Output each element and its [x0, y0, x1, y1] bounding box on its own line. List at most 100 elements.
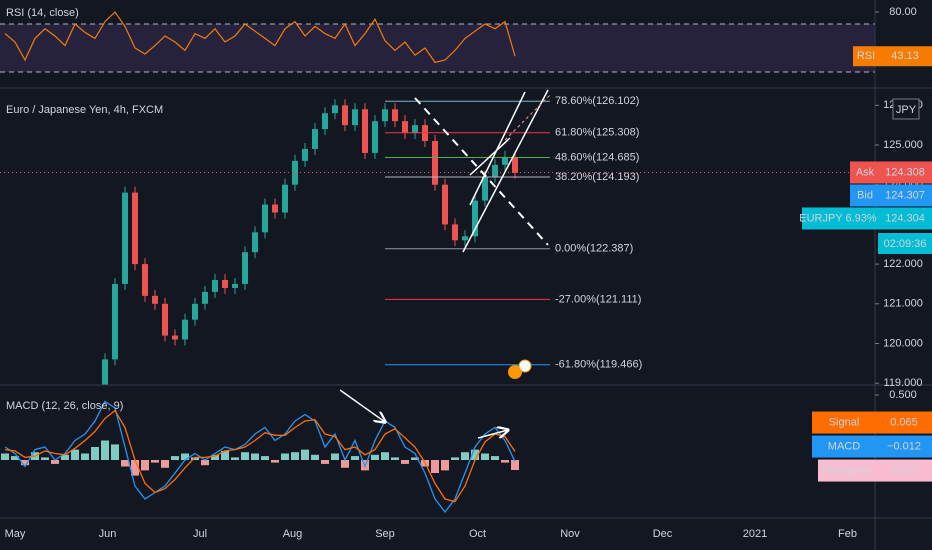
price-box-name: Ask	[856, 166, 875, 178]
price-tick-label: 122.000	[883, 258, 923, 270]
histogram-bar	[281, 453, 289, 460]
time-label: Jul	[193, 528, 207, 540]
histogram-bar	[101, 440, 109, 460]
channel-line	[462, 89, 549, 253]
histogram-bar	[271, 460, 279, 463]
countdown-box	[878, 233, 932, 254]
symbol-title: Euro / Japanese Yen, 4h, FXCM	[6, 104, 163, 116]
time-label: Jun	[99, 528, 117, 540]
indicator-box	[812, 435, 932, 458]
candle	[252, 232, 258, 253]
histogram-bar	[451, 457, 459, 460]
time-label: 2021	[743, 528, 767, 540]
fib-label: -61.80%(119.466)	[555, 359, 642, 371]
indicator-name: MACD	[828, 440, 860, 452]
candle	[232, 283, 238, 288]
pane	[1, 400, 519, 514]
currency[interactable]: JPY	[896, 104, 917, 116]
fib-label: 61.80%(125.308)	[555, 127, 639, 139]
histogram-bar	[381, 452, 389, 460]
histogram-bar	[331, 453, 339, 460]
time-label: Oct	[469, 528, 486, 540]
histogram-bar	[231, 457, 239, 460]
pane	[0, 11, 875, 73]
histogram-bar	[211, 454, 219, 460]
trend-line	[414, 97, 549, 246]
candle	[442, 184, 448, 225]
price-tick-label: 119.000	[884, 377, 923, 389]
channel-line	[504, 94, 551, 141]
histogram-bar	[1, 453, 9, 460]
histogram-bar	[241, 452, 249, 460]
time-label: Feb	[838, 528, 857, 540]
time-label: Sep	[375, 528, 395, 540]
histogram-bar	[491, 456, 499, 460]
candle	[282, 184, 288, 213]
rsi-tick-label: 80.00	[889, 6, 917, 18]
histogram-bar	[411, 457, 419, 460]
price-tick-label: 125.000	[883, 139, 923, 151]
candle	[312, 129, 318, 149]
candle	[472, 200, 478, 237]
price-tick-label: 121.000	[883, 298, 923, 310]
channel-line	[469, 91, 526, 206]
candle	[182, 319, 188, 340]
candle	[172, 335, 178, 340]
histogram-bar	[81, 453, 89, 460]
event-icon[interactable]	[518, 359, 532, 373]
candle	[242, 252, 248, 284]
histogram-bar	[111, 444, 119, 460]
candle	[102, 359, 108, 385]
pane: 78.60%(126.102) 61.80%(125.308) 48.60%(124…	[0, 95, 875, 385]
histogram-bar	[191, 457, 199, 460]
fib-label: 0.00%(122.387)	[555, 243, 633, 255]
histogram-bar	[171, 456, 179, 460]
histogram-bar	[511, 460, 519, 471]
candle	[452, 224, 458, 241]
indicator-name: Signal	[829, 416, 860, 428]
layers: 78.60%(126.102) 61.80%(125.308) 48.60%(124…	[0, 11, 875, 514]
histogram-bar	[501, 460, 509, 463]
candle	[212, 279, 218, 292]
time-label: Dec	[653, 528, 673, 540]
histogram-bar	[261, 456, 269, 460]
macd-title: MACD (12, 26, close, 9)	[6, 400, 123, 412]
rsi-name: RSI	[857, 50, 875, 62]
price-box-value: 124.304	[885, 212, 925, 224]
rsi-title: RSI (14, close)	[6, 7, 79, 19]
fib-label: 48.60%(124.685)	[555, 151, 639, 163]
candle	[402, 121, 408, 134]
candle	[482, 176, 488, 201]
histogram-bar	[251, 453, 259, 460]
drawings	[414, 89, 551, 379]
candle	[322, 113, 328, 130]
histogram-bar	[441, 460, 449, 471]
candle	[272, 204, 278, 213]
candle	[162, 303, 168, 336]
fib-label: 78.60%(126.102)	[555, 95, 639, 107]
candle	[302, 148, 308, 161]
rsi-line	[4, 11, 516, 64]
candle	[462, 236, 468, 241]
histogram-bar	[151, 460, 159, 463]
arrow	[477, 430, 508, 439]
candle	[382, 109, 388, 122]
histogram-bar	[11, 456, 19, 460]
histogram-bar	[141, 460, 149, 471]
signal-line	[4, 409, 516, 503]
candle	[152, 295, 158, 304]
rsi-value-box	[853, 46, 932, 67]
histogram-bar	[161, 460, 169, 468]
histogram-bar	[401, 460, 409, 464]
price-box-name: Bid	[857, 189, 873, 201]
histogram-bar	[351, 456, 359, 460]
candle	[352, 109, 358, 126]
histogram-bar	[341, 460, 349, 468]
event-icon[interactable]	[508, 365, 522, 379]
candle	[342, 105, 348, 126]
candle	[142, 264, 148, 296]
currency-box[interactable]	[892, 98, 920, 120]
candle	[132, 192, 138, 265]
price-box	[850, 161, 932, 184]
